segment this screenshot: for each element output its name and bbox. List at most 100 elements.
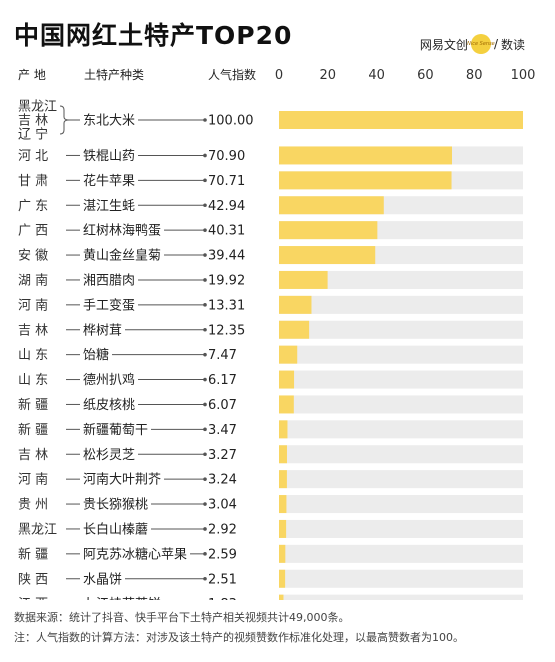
- value-label: 13.31: [208, 298, 245, 313]
- product-label: 阿克苏冰糖心苹果: [83, 546, 187, 562]
- bar-track: [279, 594, 523, 600]
- province-label: 贵 州: [18, 498, 48, 513]
- bar-track: [279, 519, 523, 538]
- x-tick-label: 20: [320, 68, 337, 83]
- bar: [279, 395, 294, 414]
- value-label: 2.51: [208, 572, 237, 587]
- province-label: 陕 西: [18, 572, 48, 587]
- bar-track: [279, 420, 523, 439]
- province-label: 广 东: [18, 199, 48, 214]
- bar: [279, 146, 452, 165]
- header-province: 产 地: [18, 68, 46, 82]
- value-label: 3.04: [208, 498, 237, 513]
- product-label: 水晶饼: [83, 572, 122, 587]
- bar: [279, 270, 328, 289]
- leader-dot: [203, 118, 207, 122]
- bar: [279, 345, 298, 364]
- province-label: 辽 宁: [18, 127, 48, 143]
- province-label: 黑龙江: [18, 100, 57, 115]
- bar-track: [279, 395, 523, 414]
- leader-dot: [203, 278, 207, 282]
- value-label: 12.35: [208, 323, 245, 338]
- value-label: 2.92: [208, 522, 237, 537]
- value-label: 19.92: [208, 273, 245, 288]
- leader-dot: [203, 352, 207, 357]
- value-label: 3.27: [208, 448, 237, 463]
- province-label: 山 东: [18, 348, 48, 363]
- bar-track: [279, 495, 523, 514]
- product-label: 纸皮核桃: [83, 398, 135, 413]
- bar: [279, 370, 295, 389]
- bar: [279, 544, 286, 563]
- leader-dot: [203, 477, 207, 481]
- province-label: 广 西: [18, 224, 48, 239]
- province-label: 吉 林: [18, 114, 48, 129]
- product-label: 贵长猕猴桃: [83, 498, 148, 513]
- value-label: 42.94: [208, 199, 245, 214]
- product-label: 湘西腊肉: [83, 273, 135, 288]
- bar: [279, 470, 287, 489]
- leader-dot: [203, 228, 207, 232]
- bar-track: [279, 295, 523, 314]
- province-label: 江 西: [18, 597, 48, 600]
- product-label: 德州扒鸡: [83, 372, 135, 388]
- chart-title: 中国网红土特产TOP20: [14, 21, 293, 50]
- leader-dot: [203, 327, 207, 332]
- product-label: 河南大叶荆芥: [83, 472, 161, 488]
- x-tick-label: 100: [511, 68, 536, 83]
- product-label: 手工变蛋: [83, 297, 135, 313]
- leader-dot: [203, 303, 207, 307]
- header-product: 土特产种类: [84, 67, 144, 82]
- leader-dot: [203, 402, 207, 407]
- bar: [279, 196, 384, 215]
- brand-left: 网易文创: [419, 37, 468, 52]
- bar-track: [279, 370, 523, 389]
- leader-dot: [203, 377, 207, 382]
- bar: [279, 295, 312, 314]
- value-label: 1.83: [208, 597, 237, 600]
- x-tick-label: 40: [368, 68, 385, 83]
- nice-sense-logo-icon: Nice Sense: [467, 34, 495, 54]
- value-label: 39.44: [208, 249, 245, 264]
- value-label: 2.59: [208, 547, 237, 562]
- province-label: 吉 林: [18, 448, 48, 463]
- value-label: 40.31: [208, 224, 245, 239]
- bar-track: [279, 544, 523, 563]
- bar: [279, 569, 286, 588]
- bar: [279, 420, 288, 439]
- x-tick-label: 80: [466, 68, 483, 83]
- data-source-note: 数据来源：统计了抖音、快手平台下土特产相关视频共计49,000条。: [14, 611, 350, 624]
- bar: [279, 171, 452, 190]
- province-label: 新 疆: [18, 422, 48, 438]
- product-label: 九江桂花茶饼: [83, 596, 161, 600]
- bar: [279, 594, 284, 600]
- bar-track: [279, 270, 523, 289]
- product-label: 东北大米: [83, 114, 135, 129]
- bar: [279, 320, 310, 339]
- product-label: 新疆葡萄干: [83, 422, 148, 438]
- bar-track: [279, 445, 523, 464]
- province-label: 新 疆: [18, 397, 48, 413]
- bar: [279, 495, 287, 514]
- product-label: 花牛苹果: [83, 173, 135, 189]
- leader-dot: [203, 452, 207, 457]
- bar-track: [279, 320, 523, 339]
- product-label: 湛江生蚝: [83, 199, 135, 214]
- brand-logo: 网易文创 Nice Sense / 数读: [420, 34, 525, 54]
- brand-right: 数读: [500, 37, 525, 52]
- bar: [279, 445, 287, 464]
- calculation-note: 注：人气指数的计算方法：对涉及该土特产的视频赞数作标准化处理，以最高赞数者为10…: [14, 631, 464, 644]
- value-label: 3.24: [208, 473, 237, 488]
- value-label: 6.07: [208, 398, 237, 413]
- bar: [279, 111, 523, 129]
- value-label: 100.00: [208, 114, 254, 129]
- province-label: 山 东: [18, 373, 48, 388]
- leader-dot: [203, 552, 207, 556]
- bar: [279, 221, 378, 240]
- bar: [279, 519, 287, 538]
- bar-track: [279, 470, 523, 489]
- bar-track: [279, 569, 523, 588]
- province-label: 安 徽: [18, 249, 48, 264]
- province-label: 河 南: [18, 297, 48, 313]
- value-label: 7.47: [208, 348, 237, 363]
